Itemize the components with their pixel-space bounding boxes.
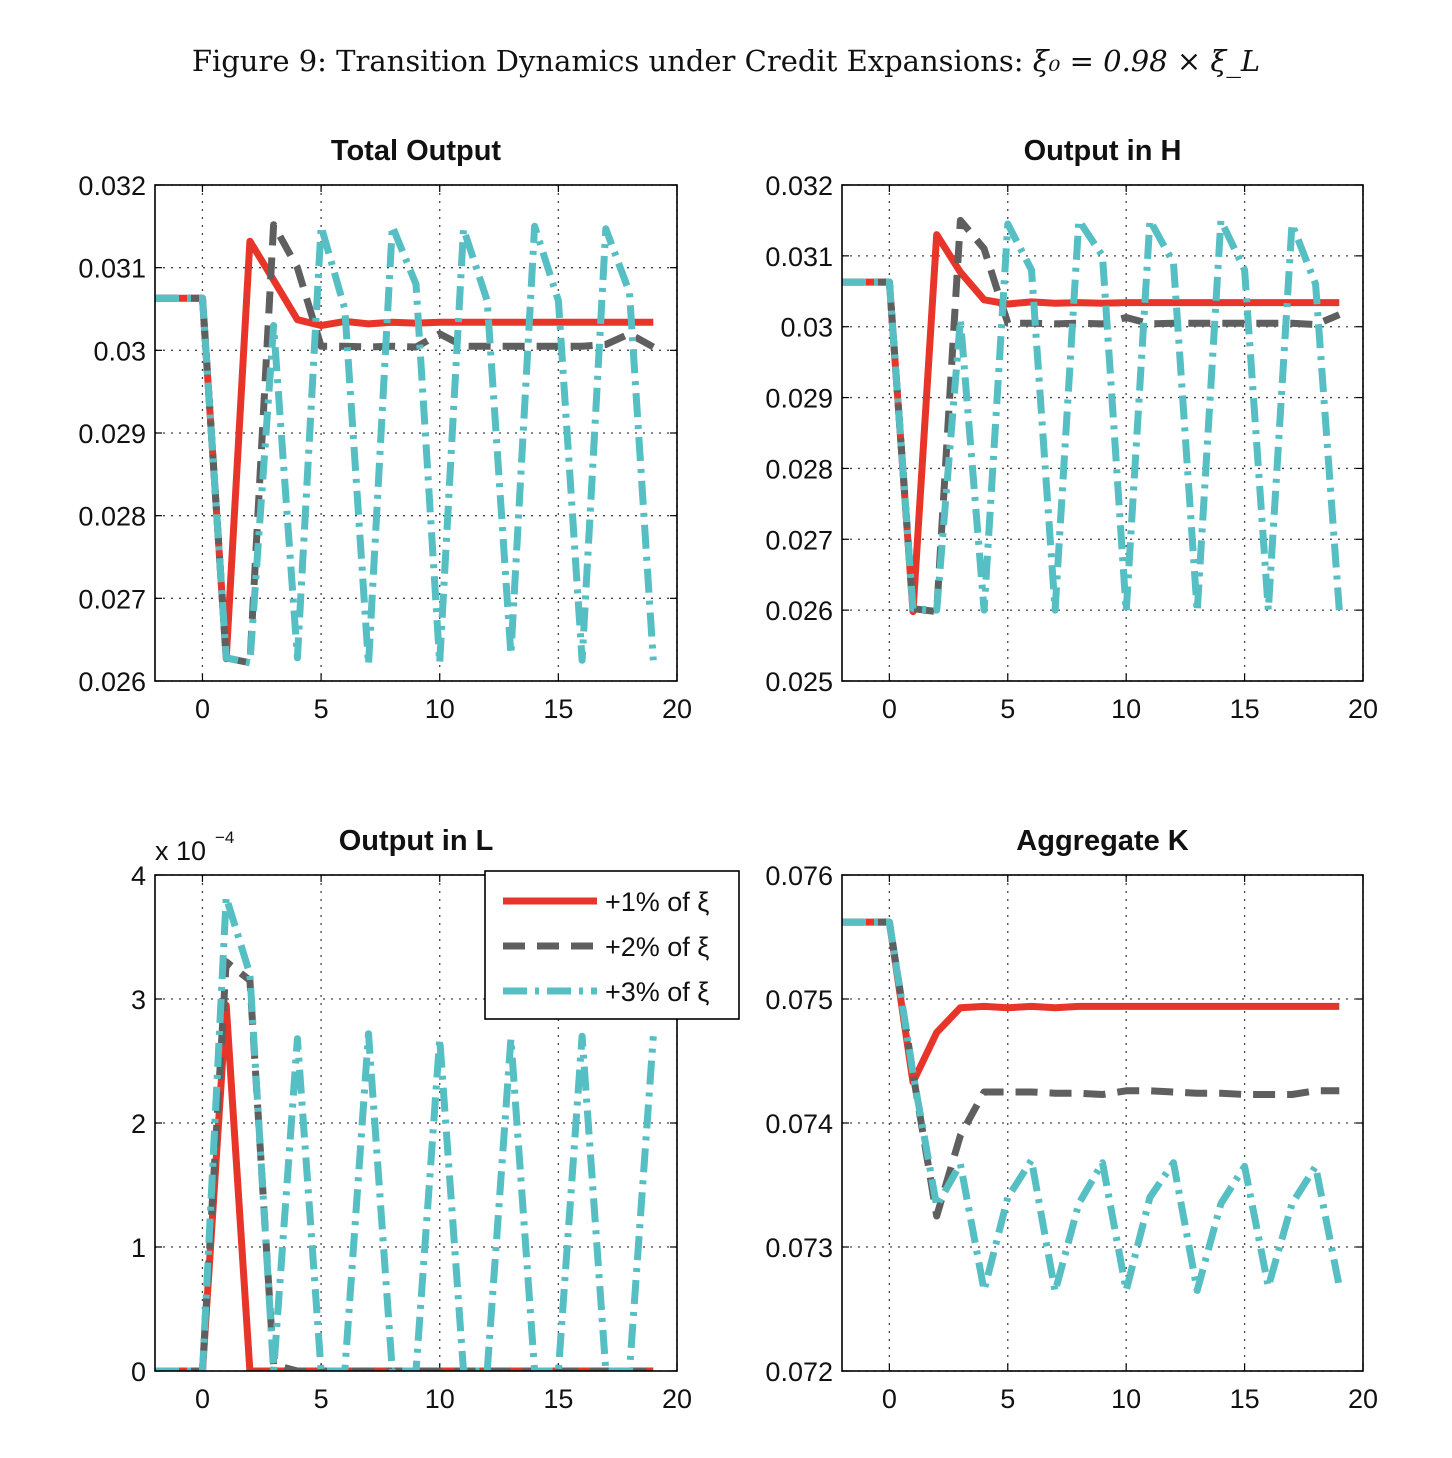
- y-tick-label: 0.029: [765, 384, 833, 414]
- legend-box: [484, 870, 740, 1020]
- panel-aggregate-k: 0 5 10 15 20 0.072 0.073 0.074 0.075 0.076 Aggrega…: [765, 825, 1378, 1414]
- series-line-1: [842, 231, 1340, 616]
- axes-frame: [154, 184, 678, 682]
- y-tick-label: 3: [131, 985, 146, 1015]
- x-tick-label: 20: [1348, 694, 1378, 724]
- x-tick-label: 15: [543, 694, 573, 724]
- y-multiplier-base: x 10: [155, 836, 206, 866]
- series-line-1: [842, 918, 1340, 1086]
- x-tick-label: 0: [195, 694, 210, 724]
- x-tick-label: 20: [1348, 1384, 1378, 1414]
- panel-title: Output in H: [1024, 135, 1182, 167]
- y-tick-label: 0.026: [765, 596, 833, 626]
- y-tick-label: 0.027: [765, 525, 833, 555]
- panel-output-in-l: 0 5 10 15 20 0 1 2 3 4 Output in L x 10 −4: [131, 825, 692, 1414]
- y-tick-label: 1: [131, 1233, 146, 1263]
- y-tick-label: 0.03: [93, 336, 146, 366]
- y-tick-label: 0.032: [765, 171, 833, 201]
- y-tick-label: 0.075: [765, 985, 833, 1015]
- x-tick-label: 5: [1000, 1384, 1015, 1414]
- y-tick-label: 0.029: [78, 419, 146, 449]
- x-tick-label: 0: [882, 1384, 897, 1414]
- series-line-3: [155, 893, 657, 1371]
- y-tick-label: 2: [131, 1109, 146, 1139]
- x-tick-label: 5: [1000, 694, 1015, 724]
- y-tick-label: 0.028: [765, 454, 833, 484]
- panel-title: Total Output: [331, 135, 502, 167]
- axes-frame: [841, 874, 1364, 1372]
- x-tick-label: 15: [1230, 694, 1260, 724]
- legend: +1% of ξ +2% of ξ +3% of ξ: [484, 870, 740, 1020]
- legend-label: +2% of ξ: [605, 932, 709, 962]
- y-tick-label: 4: [131, 861, 146, 891]
- panel-total-output: 0 5 10 15 20 0.026 0.027 0.028 0.029 0.03 0.031 0.0…: [78, 135, 692, 724]
- panel-output-in-h: 0 5 10 15 20 0.025 0.026 0.027 0.028 0.029 0.03 0.0…: [765, 135, 1378, 724]
- x-tick-label: 15: [543, 1384, 573, 1414]
- y-tick-label: 0: [131, 1357, 146, 1387]
- x-tick-label: 0: [195, 1384, 210, 1414]
- y-tick-label: 0.031: [765, 242, 833, 272]
- x-tick-label: 20: [662, 1384, 692, 1414]
- y-tick-label: 0.027: [78, 584, 146, 614]
- plot-area: [842, 875, 1363, 1371]
- legend-label: +3% of ξ: [605, 977, 709, 1007]
- x-tick-label: 5: [314, 694, 329, 724]
- y-tick-label: 0.031: [78, 254, 146, 284]
- legend-label: +1% of ξ: [605, 887, 709, 917]
- plot-area: [155, 185, 677, 681]
- x-tick-label: 0: [882, 694, 897, 724]
- figure-title-text: Figure 9: Transition Dynamics under Cred…: [191, 44, 1033, 78]
- series-line-1: [155, 1001, 654, 1371]
- y-tick-label: 0.025: [765, 667, 833, 697]
- series-group: [842, 216, 1343, 616]
- x-tick-label: 20: [662, 694, 692, 724]
- figure-title-math: ξ₀ = 0.98 × ξ_L: [1032, 44, 1261, 78]
- axes-frame: [154, 874, 678, 1372]
- series-line-3: [842, 216, 1343, 616]
- series-group: [155, 893, 657, 1371]
- x-tick-label: 5: [314, 1384, 329, 1414]
- figure-title: Figure 9: Transition Dynamics under Cred…: [0, 44, 1452, 78]
- y-tick-label: 0.073: [765, 1233, 833, 1263]
- y-tick-label: 0.03: [780, 313, 833, 343]
- y-tick-label: 0.032: [78, 171, 146, 201]
- y-multiplier-exponent: −4: [215, 828, 234, 847]
- x-tick-label: 10: [1111, 694, 1141, 724]
- y-tick-label: 0.072: [765, 1357, 833, 1387]
- series-line-3: [155, 222, 657, 668]
- panel-title: Aggregate K: [1016, 825, 1188, 857]
- panel-title: Output in L: [339, 825, 494, 857]
- series-group: [155, 221, 657, 668]
- axes-frame: [841, 184, 1364, 682]
- y-tick-label: 0.076: [765, 861, 833, 891]
- series-line-3: [842, 918, 1343, 1296]
- x-tick-label: 10: [425, 694, 455, 724]
- series-line-1: [155, 237, 654, 663]
- x-tick-label: 15: [1230, 1384, 1260, 1414]
- series-group: [842, 918, 1343, 1296]
- y-tick-label: 0.028: [78, 502, 146, 532]
- y-tick-label: 0.074: [765, 1109, 833, 1139]
- x-tick-label: 10: [1111, 1384, 1141, 1414]
- x-tick-label: 10: [425, 1384, 455, 1414]
- y-multiplier-label: x 10: [155, 836, 206, 866]
- y-tick-label: 0.026: [78, 667, 146, 697]
